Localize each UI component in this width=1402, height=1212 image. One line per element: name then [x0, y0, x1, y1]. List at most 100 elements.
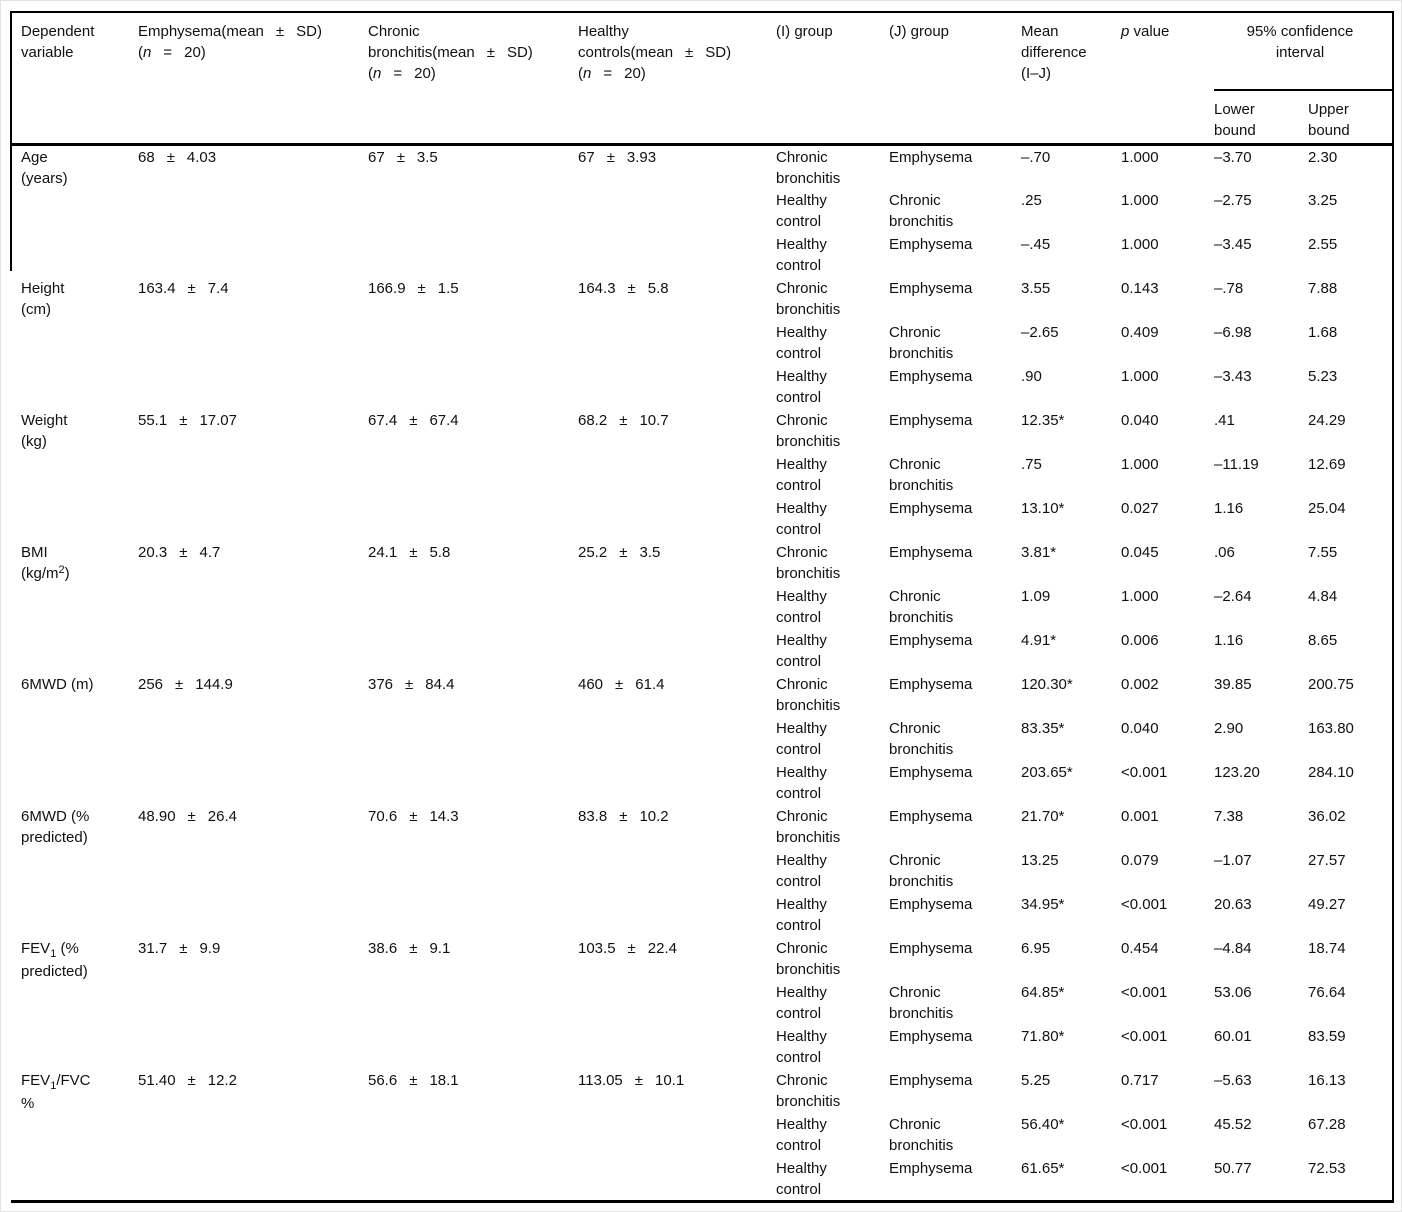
j-group-cell: Chronic bronchitis — [889, 851, 954, 890]
table-row: Healthy control Emphysema .90 1.000 –3.43 5.2… — [11, 365, 1393, 409]
mean-sd-cell-healthy-controls: 460 ±61.4 — [578, 675, 665, 693]
mean-difference-cell: .90 — [1021, 367, 1042, 385]
j-group-cell: Emphysema — [889, 367, 973, 385]
mean-sd-cell-chronic-bronchitis: 38.6 ±9.1 — [368, 939, 451, 957]
table-row: Healthy control Chronic bronchitis .75 1.00… — [11, 453, 1393, 497]
mean-difference-cell: –.70 — [1021, 148, 1051, 166]
i-group-cell: Chronic bronchitis — [776, 411, 841, 450]
j-group-cell: Chronic bronchitis — [889, 323, 954, 362]
upper-bound-cell: 7.88 — [1308, 279, 1338, 297]
header-healthy-controls: Healthy controls(mean ± SD) (n = 20) — [578, 12, 776, 146]
mean-sd-cell-healthy-controls: 83.8 ±10.2 — [578, 807, 669, 825]
mean-sd-cell-chronic-bronchitis: 56.6 ±18.1 — [368, 1071, 459, 1089]
mean-sd-cell-chronic-bronchitis: 376 ±84.4 — [368, 675, 455, 693]
table-row: Healthy control Emphysema 13.10* 0.027 1.16 2… — [11, 497, 1393, 541]
table-row: BMI (kg/m2) 20.3 ±4.7 24.1 ±5.8 25.2 ±3.5 Chroni… — [11, 541, 1393, 585]
p-value-cell: <0.001 — [1121, 983, 1168, 1001]
p-value-cell: 0.079 — [1121, 851, 1159, 869]
mean-sd-cell-chronic-bronchitis: 67.4 ±67.4 — [368, 411, 459, 429]
mean-sd-cell-emphysema: 55.1 ±17.07 — [138, 411, 237, 429]
upper-bound-cell: 76.64 — [1308, 983, 1346, 1001]
i-group-cell: Healthy control — [776, 499, 827, 538]
i-group-cell: Healthy control — [776, 1115, 827, 1154]
table-header: Dependent variable Emphysema(mean ± SD) (n =… — [11, 12, 1393, 146]
upper-bound-cell: 67.28 — [1308, 1115, 1346, 1133]
p-value-cell: <0.001 — [1121, 895, 1168, 913]
upper-bound-cell: 284.10 — [1308, 763, 1354, 781]
upper-bound-cell: 8.65 — [1308, 631, 1338, 649]
lower-bound-cell: –2.64 — [1214, 587, 1252, 605]
upper-bound-cell: 24.29 — [1308, 411, 1346, 429]
header-chronic-bronchitis: Chronic bronchitis(mean ± SD) (n = 20) — [368, 12, 578, 146]
p-value-cell: 0.001 — [1121, 807, 1159, 825]
lower-bound-cell: 123.20 — [1214, 763, 1260, 781]
upper-bound-cell: 25.04 — [1308, 499, 1346, 517]
p-value-cell: <0.001 — [1121, 1027, 1168, 1045]
table-row: Healthy control Emphysema 61.65* <0.001 50.7… — [11, 1157, 1393, 1202]
j-group-cell: Emphysema — [889, 148, 973, 166]
lower-bound-cell: 1.16 — [1214, 631, 1244, 649]
table-row: Healthy control Chronic bronchitis 64.85* <… — [11, 981, 1393, 1025]
p-value-cell: 0.409 — [1121, 323, 1159, 341]
mean-difference-cell: 3.55 — [1021, 279, 1051, 297]
upper-bound-cell: 7.55 — [1308, 543, 1338, 561]
mean-sd-cell-healthy-controls: 164.3 ±5.8 — [578, 279, 669, 297]
mean-difference-cell: .25 — [1021, 191, 1042, 209]
i-group-cell: Healthy control — [776, 983, 827, 1022]
variable-cell: Age (years) — [21, 148, 68, 187]
mean-sd-cell-emphysema: 68 ±4.03 — [138, 148, 217, 166]
group-comparison-table: Dependent variable Emphysema(mean ± SD) (n =… — [11, 11, 1394, 1203]
p-value-cell: 1.000 — [1121, 148, 1159, 166]
j-group-cell: Emphysema — [889, 279, 973, 297]
p-value-cell: <0.001 — [1121, 763, 1168, 781]
table-row: Healthy control Emphysema 4.91* 0.006 1.16 8.… — [11, 629, 1393, 673]
upper-bound-cell: 83.59 — [1308, 1027, 1346, 1045]
table-row: Healthy control Emphysema –.45 1.000 –3.45 2.… — [11, 233, 1393, 277]
lower-bound-cell: –4.84 — [1214, 939, 1252, 957]
header-emphysema: Emphysema(mean ± SD) (n = 20) — [138, 12, 368, 146]
p-value-cell: 0.040 — [1121, 411, 1159, 429]
upper-bound-cell: 36.02 — [1308, 807, 1346, 825]
j-group-cell: Chronic bronchitis — [889, 983, 954, 1022]
variable-cell: Weight (kg) — [21, 411, 68, 450]
i-group-cell: Chronic bronchitis — [776, 148, 841, 187]
mean-difference-cell: 13.10* — [1021, 499, 1065, 517]
variable-cell: FEV1 (% predicted) — [21, 939, 88, 980]
p-value-cell: 1.000 — [1121, 191, 1159, 209]
p-value-cell: 0.006 — [1121, 631, 1159, 649]
table-row: Healthy control Chronic bronchitis 83.35* 0… — [11, 717, 1393, 761]
lower-bound-cell: 50.77 — [1214, 1159, 1252, 1177]
j-group-cell: Emphysema — [889, 499, 973, 517]
upper-bound-cell: 12.69 — [1308, 455, 1346, 473]
p-value-cell: 0.040 — [1121, 719, 1159, 737]
lower-bound-cell: –3.43 — [1214, 367, 1252, 385]
i-group-cell: Healthy control — [776, 323, 827, 362]
mean-difference-cell: 1.09 — [1021, 587, 1051, 605]
mean-sd-cell-emphysema: 51.40 ±12.2 — [138, 1071, 237, 1089]
variable-cell: 6MWD (m) — [21, 675, 94, 693]
table-row: FEV1/FVC% 51.40 ±12.2 56.6 ±18.1 113.05 ±10.1 C… — [11, 1069, 1393, 1113]
mean-sd-cell-healthy-controls: 103.5 ±22.4 — [578, 939, 677, 957]
p-value-cell: 0.027 — [1121, 499, 1159, 517]
i-group-cell: Chronic bronchitis — [776, 1071, 841, 1110]
table-row: FEV1 (% predicted) 31.7 ±9.9 38.6 ±9.1 103.5 ±2… — [11, 937, 1393, 981]
p-value-cell: 1.000 — [1121, 587, 1159, 605]
mean-difference-cell: 3.81* — [1021, 543, 1057, 561]
table-left-rule — [10, 11, 12, 271]
mean-difference-cell: 5.25 — [1021, 1071, 1051, 1089]
mean-sd-cell-healthy-controls: 113.05 ±10.1 — [578, 1071, 685, 1089]
i-group-cell: Healthy control — [776, 851, 827, 890]
mean-difference-cell: 120.30* — [1021, 675, 1073, 693]
mean-sd-cell-chronic-bronchitis: 70.6 ±14.3 — [368, 807, 459, 825]
table-row: Weight (kg) 55.1 ±17.07 67.4 ±67.4 68.2 ±10.7 Ch… — [11, 409, 1393, 453]
mean-sd-cell-emphysema: 163.4 ±7.4 — [138, 279, 229, 297]
j-group-cell: Emphysema — [889, 763, 973, 781]
upper-bound-cell: 5.23 — [1308, 367, 1338, 385]
p-value-cell: 1.000 — [1121, 235, 1159, 253]
header-p-value: p value — [1121, 12, 1214, 146]
lower-bound-cell: 7.38 — [1214, 807, 1244, 825]
i-group-cell: Healthy control — [776, 455, 827, 494]
header-i-group: (I) group — [776, 12, 889, 146]
table-row: Healthy control Chronic bronchitis –2.65 0.… — [11, 321, 1393, 365]
